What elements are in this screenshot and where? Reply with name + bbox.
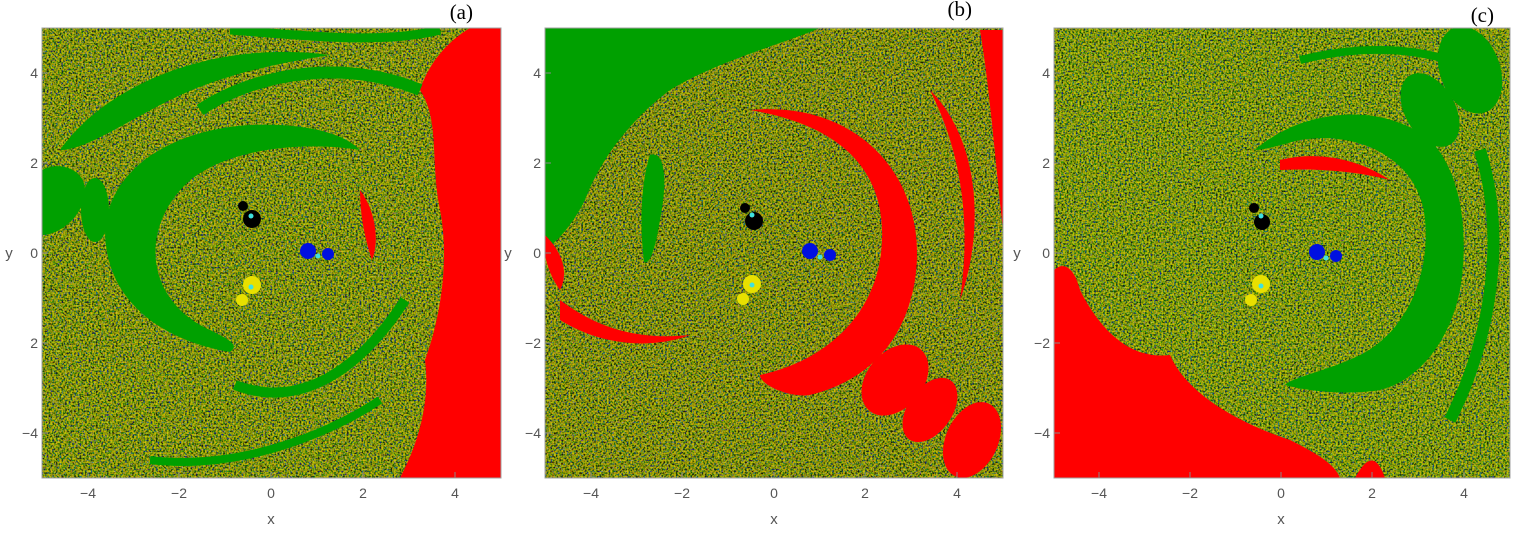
black-attractor-b xyxy=(745,212,763,230)
x-tick-label: 2 xyxy=(1368,485,1376,501)
x-tick-label: −4 xyxy=(1091,485,1107,501)
y-tick-label: −2 xyxy=(1034,335,1050,351)
y-tick-label: −2 xyxy=(525,335,541,351)
y-tick-label: 2 xyxy=(533,155,541,171)
basin-map-c xyxy=(1054,28,1510,478)
panel-label-c: (c) xyxy=(1471,3,1494,27)
y-tick-label: 2 xyxy=(30,335,38,351)
blue-attractor-c xyxy=(1309,244,1325,260)
cyan-point-blue-b xyxy=(817,254,823,260)
blue-attractor-small-a xyxy=(322,248,334,260)
green-basin-top-band-a xyxy=(229,28,442,43)
black-attractor-a xyxy=(243,210,261,228)
blue-attractor-small-c xyxy=(1330,250,1342,262)
x-tick-label: 2 xyxy=(359,485,367,501)
x-tick-label: 4 xyxy=(451,485,459,501)
y-tick-label: −4 xyxy=(1034,425,1050,441)
red-basin-oval-3-b xyxy=(942,402,1002,478)
y-axis-label: y xyxy=(504,245,512,262)
x-tick-label: −4 xyxy=(583,485,599,501)
cyan-point-blue-a xyxy=(315,253,321,259)
basin-map-b xyxy=(545,28,1003,478)
basin-map-a xyxy=(42,28,501,478)
x-tick-label: 4 xyxy=(1460,485,1468,501)
black-attractor-small-c xyxy=(1249,203,1259,213)
panel-a: −4 −2 0 2 4 4 2 0 2 −4 x y (a) xyxy=(5,0,502,528)
panel-b: −4 −2 0 2 4 4 2 0 −2 −4 x y (b) xyxy=(504,0,1004,528)
green-basin-swirl-c xyxy=(1255,114,1464,393)
green-basin-oval-2-c xyxy=(1400,73,1460,147)
cyan-point-yellow-c xyxy=(1258,283,1264,289)
cyan-point-black-a xyxy=(248,213,254,219)
blue-attractor-a xyxy=(300,243,316,259)
x-tick-label: −2 xyxy=(1182,485,1198,501)
y-tick-label: 4 xyxy=(30,65,38,81)
cyan-point-black-b xyxy=(749,212,755,218)
panel-label-b: (b) xyxy=(948,0,973,21)
green-basin-lower-arc-a xyxy=(233,297,410,398)
x-tick-label: −2 xyxy=(171,485,187,501)
axis-ticks-b xyxy=(545,72,958,478)
black-attractor-c xyxy=(1254,214,1270,230)
cyan-point-blue-c xyxy=(1323,255,1329,261)
black-attractor-small-a xyxy=(238,201,248,211)
green-basin-b xyxy=(545,28,820,250)
red-basin-c xyxy=(1054,266,1340,478)
panel-label-a: (a) xyxy=(450,0,473,24)
y-axis-label: y xyxy=(1013,245,1021,262)
panel-c: −4 −2 0 2 4 4 2 0 −2 −4 x y (c) xyxy=(1013,3,1511,528)
green-basin-left-oval-a xyxy=(81,178,109,242)
green-basin-outer-arc-c xyxy=(1299,46,1503,93)
red-basin-right-band-b xyxy=(930,90,975,300)
x-tick-label: −4 xyxy=(80,485,96,501)
black-attractor-small-b xyxy=(740,203,750,213)
x-tick-label: 2 xyxy=(861,485,869,501)
x-axis-label: x xyxy=(770,511,778,528)
y-tick-label: 0 xyxy=(533,245,541,261)
yellow-attractor-small-c xyxy=(1245,294,1257,306)
red-basin-a xyxy=(400,28,501,478)
x-tick-label: 0 xyxy=(1277,485,1285,501)
y-tick-label: 4 xyxy=(533,65,541,81)
green-basin-upper-arc-a xyxy=(196,66,423,115)
axis-ticks-c xyxy=(1054,72,1465,478)
x-axis-label: x xyxy=(267,511,275,528)
blue-attractor-b xyxy=(802,243,818,259)
red-basin-oval-2-b xyxy=(902,377,958,443)
yellow-attractor-small-b xyxy=(737,293,749,305)
green-basin-top-a xyxy=(60,51,330,150)
y-tick-label: 0 xyxy=(1042,245,1050,261)
red-basin-right-b xyxy=(980,30,1003,230)
cyan-point-yellow-b xyxy=(749,282,755,288)
green-basin-left-a xyxy=(42,166,85,235)
y-tick-label: −4 xyxy=(525,425,541,441)
axis-ticks-a xyxy=(42,72,456,478)
x-tick-label: 0 xyxy=(267,485,275,501)
y-tick-label: 2 xyxy=(30,155,38,171)
red-basin-left-b xyxy=(545,235,565,290)
green-basin-right-band-c xyxy=(1444,148,1500,423)
x-tick-label: 0 xyxy=(770,485,778,501)
green-basin-arm-b xyxy=(641,154,665,263)
red-basin-crescent-b xyxy=(750,109,918,396)
x-tick-label: −2 xyxy=(674,485,690,501)
green-basin-bottom-arc-a xyxy=(149,396,383,466)
y-tick-label: 0 xyxy=(30,245,38,261)
x-axis-label: x xyxy=(1277,511,1285,528)
cyan-point-yellow-a xyxy=(248,284,254,290)
red-basin-stripe-a xyxy=(360,190,376,260)
green-basin-swirl-a xyxy=(105,124,360,353)
cyan-point-black-c xyxy=(1258,213,1264,219)
x-tick-label: 4 xyxy=(953,485,961,501)
red-basin-bottom-c xyxy=(1355,460,1385,478)
blue-attractor-small-b xyxy=(824,249,836,261)
y-tick-label: −4 xyxy=(22,425,38,441)
yellow-attractor-small-a xyxy=(236,294,248,306)
red-basin-stripe-c xyxy=(1280,156,1390,180)
red-basin-lower-left-b xyxy=(560,300,690,344)
y-tick-label: 4 xyxy=(1042,65,1050,81)
y-axis-label: y xyxy=(5,245,13,262)
y-tick-label: 2 xyxy=(1042,155,1050,171)
